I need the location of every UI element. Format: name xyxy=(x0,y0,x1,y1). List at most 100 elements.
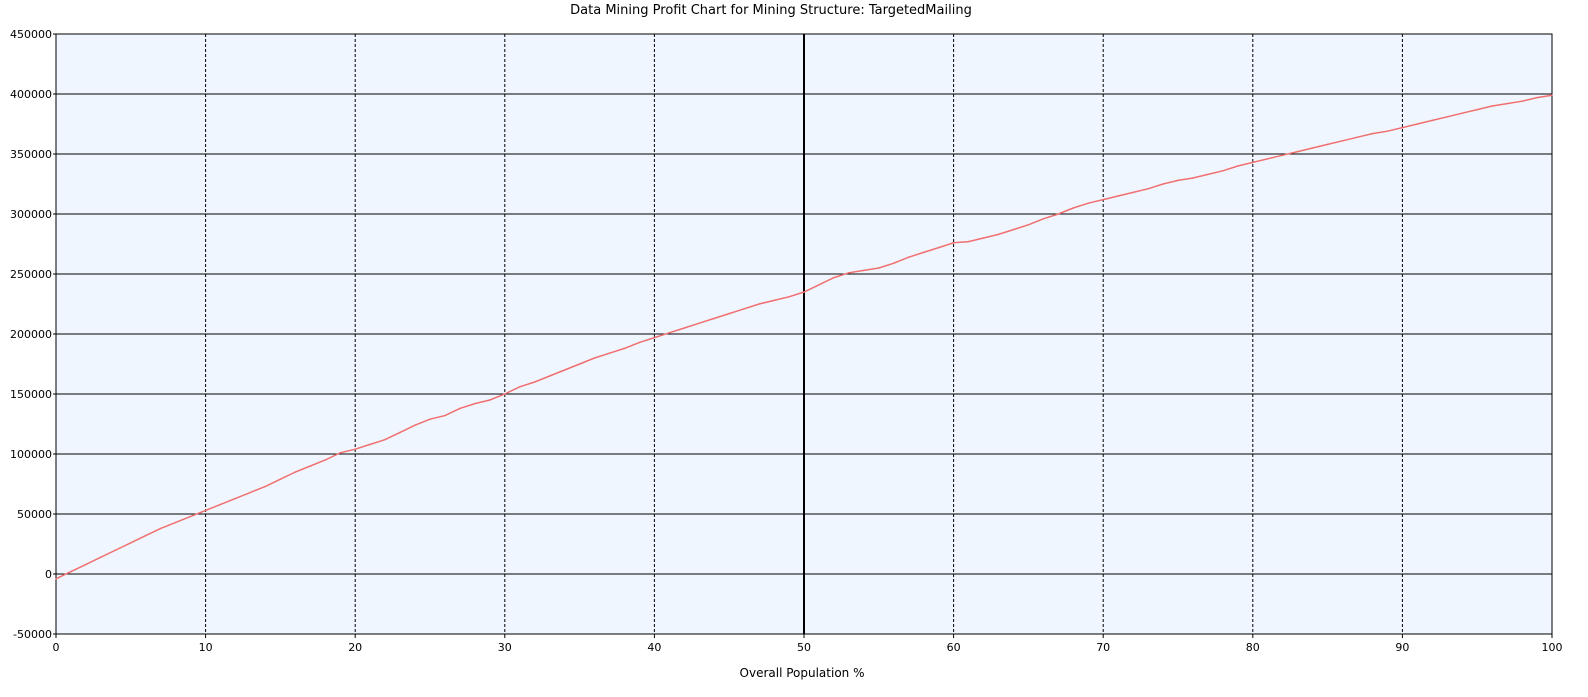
data-point xyxy=(1461,112,1464,114)
data-point xyxy=(713,317,716,320)
data-point xyxy=(489,399,491,401)
data-point xyxy=(1207,173,1209,176)
data-point xyxy=(70,570,72,573)
data-point xyxy=(1027,224,1030,226)
data-point xyxy=(1147,188,1149,190)
x-tick-label: 20 xyxy=(348,641,362,654)
data-point xyxy=(1132,191,1134,194)
data-point xyxy=(504,393,506,395)
y-tick-label: 150000 xyxy=(10,388,52,401)
data-point xyxy=(429,418,431,421)
data-point xyxy=(1252,161,1254,164)
data-point xyxy=(803,291,805,293)
data-point xyxy=(683,327,686,329)
data-point xyxy=(638,341,641,344)
data-point xyxy=(878,267,880,269)
y-tick-label: 350000 xyxy=(10,148,52,161)
data-point xyxy=(1102,198,1104,201)
data-point xyxy=(1326,143,1329,146)
data-point xyxy=(1476,108,1478,111)
data-point xyxy=(518,386,521,388)
x-tick-label: 60 xyxy=(947,641,961,654)
x-axis-title: Overall Population % xyxy=(740,666,865,680)
data-point xyxy=(982,237,985,239)
data-point xyxy=(1281,154,1284,156)
data-point xyxy=(174,521,177,524)
data-point xyxy=(952,242,955,244)
data-point xyxy=(548,375,551,377)
chart-title: Data Mining Profit Chart for Mining Stru… xyxy=(570,3,972,18)
data-point xyxy=(1042,218,1045,220)
data-point xyxy=(1551,94,1553,96)
data-point xyxy=(593,357,596,359)
data-point xyxy=(997,233,1000,236)
x-tick-label: 50 xyxy=(797,641,811,654)
data-point xyxy=(1341,140,1344,142)
data-point xyxy=(1177,179,1179,182)
data-point xyxy=(219,503,222,506)
y-tick-label: 450000 xyxy=(10,28,52,41)
data-point xyxy=(474,402,476,405)
data-point xyxy=(668,332,671,334)
data-point xyxy=(414,424,416,427)
data-point xyxy=(743,308,745,310)
data-point xyxy=(1356,136,1359,138)
data-point xyxy=(1431,119,1434,122)
y-tick-label: 300000 xyxy=(10,208,52,221)
data-point xyxy=(1506,102,1508,105)
y-tick-label: 250000 xyxy=(10,268,52,281)
data-point xyxy=(922,251,925,254)
axes xyxy=(53,33,1553,638)
x-tick-label: 100 xyxy=(1542,641,1563,654)
data-point xyxy=(1192,177,1194,179)
data-point xyxy=(189,515,192,518)
data-point xyxy=(115,549,117,551)
data-point xyxy=(1087,202,1090,204)
x-tick-label: 80 xyxy=(1246,641,1260,654)
series-layer xyxy=(55,94,1553,580)
data-point xyxy=(130,542,132,544)
data-point xyxy=(608,352,611,355)
data-point xyxy=(653,336,656,339)
y-tick-label: 400000 xyxy=(10,88,52,101)
data-point xyxy=(234,497,237,500)
data-point xyxy=(1416,123,1419,125)
data-point xyxy=(1521,100,1523,102)
data-point xyxy=(1266,158,1269,160)
data-point xyxy=(1012,228,1015,231)
data-point xyxy=(324,459,327,461)
data-point xyxy=(444,414,446,417)
data-point xyxy=(369,443,371,446)
data-point xyxy=(1371,132,1374,135)
data-point xyxy=(204,509,207,512)
data-point xyxy=(1072,207,1075,209)
data-point xyxy=(728,312,730,315)
data-point xyxy=(1162,183,1164,185)
data-point xyxy=(773,299,775,302)
data-point xyxy=(892,262,895,265)
data-point xyxy=(1237,165,1239,167)
x-tick-label: 30 xyxy=(498,641,512,654)
data-point xyxy=(1446,116,1449,118)
data-point xyxy=(1491,105,1493,107)
x-tick-label: 0 xyxy=(53,641,60,654)
data-point xyxy=(279,478,282,481)
data-point xyxy=(1386,130,1389,132)
x-tick-label: 10 xyxy=(199,641,213,654)
data-point xyxy=(623,347,626,350)
data-point xyxy=(264,485,267,488)
data-point xyxy=(967,240,970,243)
y-tick-label: 50000 xyxy=(17,508,52,521)
data-point xyxy=(1222,170,1224,172)
data-point xyxy=(55,578,57,580)
data-point xyxy=(1311,147,1314,149)
data-point xyxy=(563,369,566,371)
data-point xyxy=(294,471,297,473)
data-point xyxy=(818,284,820,286)
data-point xyxy=(578,363,581,365)
data-point xyxy=(788,296,790,298)
x-tick-label: 90 xyxy=(1395,641,1409,654)
x-tick-label: 70 xyxy=(1096,641,1110,654)
